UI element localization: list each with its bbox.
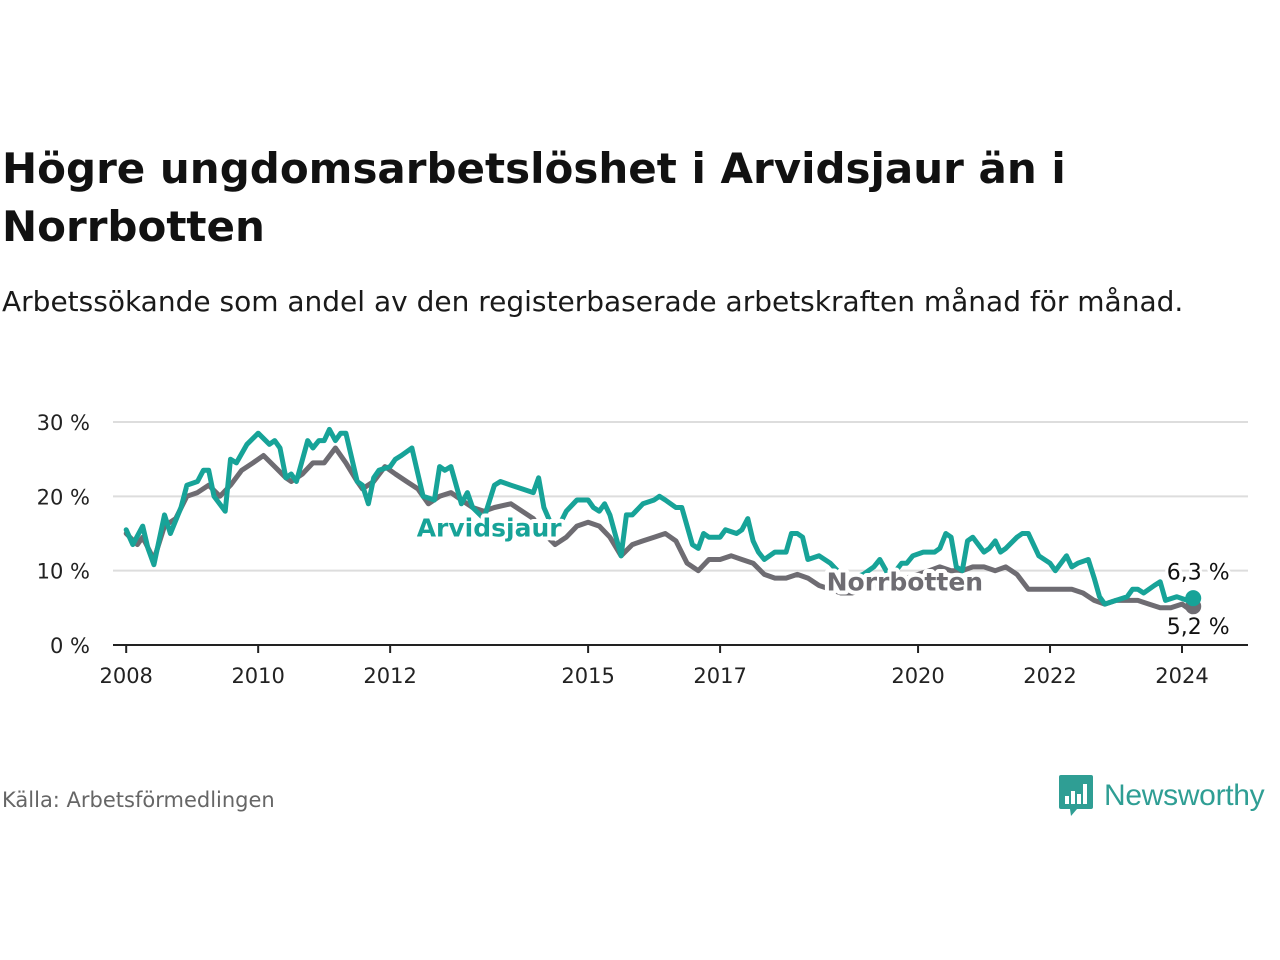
y-tick-label: 10 % (37, 560, 90, 584)
chart-title: Högre ungdomsarbetslöshet i Arvidsjaur ä… (2, 144, 1066, 251)
source-note: Källa: Arbetsförmedlingen (2, 788, 275, 812)
brand-logo[interactable]: Newsworthy (1058, 774, 1265, 818)
x-tick-label: 2022 (1023, 664, 1076, 688)
x-tick-label: 2020 (891, 664, 944, 688)
y-tick-label: 30 % (37, 411, 90, 435)
x-tick-label: 2017 (693, 664, 746, 688)
x-tick-label: 2012 (363, 664, 416, 688)
series-labels: Arvidsjaur Norrbotten 6,3 % 5,2 % (413, 509, 1233, 642)
brand-name: Newsworthy (1104, 779, 1265, 812)
x-tick-label: 2010 (231, 664, 284, 688)
line-chart: Arvidsjaur Norrbotten 6,3 % 5,2 % 0 % 10 % 20… (37, 411, 1248, 688)
end-point-arvidsjaur (1185, 590, 1202, 607)
grid-lines (113, 421, 1248, 572)
series-label-norrbotten: Norrbotten (827, 568, 983, 597)
x-tick-label: 2008 (99, 664, 152, 688)
series-lines (123, 426, 1202, 615)
newsworthy-logo-icon (1059, 775, 1093, 816)
y-tick-label: 0 % (50, 634, 90, 658)
end-value-label-arvidsjaur: 6,3 % (1167, 561, 1230, 586)
x-tick-label: 2024 (1155, 664, 1208, 688)
axes: 0 % 10 % 20 % 30 % 2008 2010 2012 2015 2017 2020 2… (37, 411, 1248, 688)
x-tick-label: 2015 (561, 664, 614, 688)
y-tick-label: 20 % (37, 485, 90, 509)
series-label-arvidsjaur: Arvidsjaur (417, 513, 563, 542)
end-value-label-norrbotten: 5,2 % (1167, 615, 1230, 640)
series-line-arvidsjaur (123, 426, 1196, 607)
chart-subtitle: Arbetssökande som andel av den registerb… (2, 285, 1184, 318)
